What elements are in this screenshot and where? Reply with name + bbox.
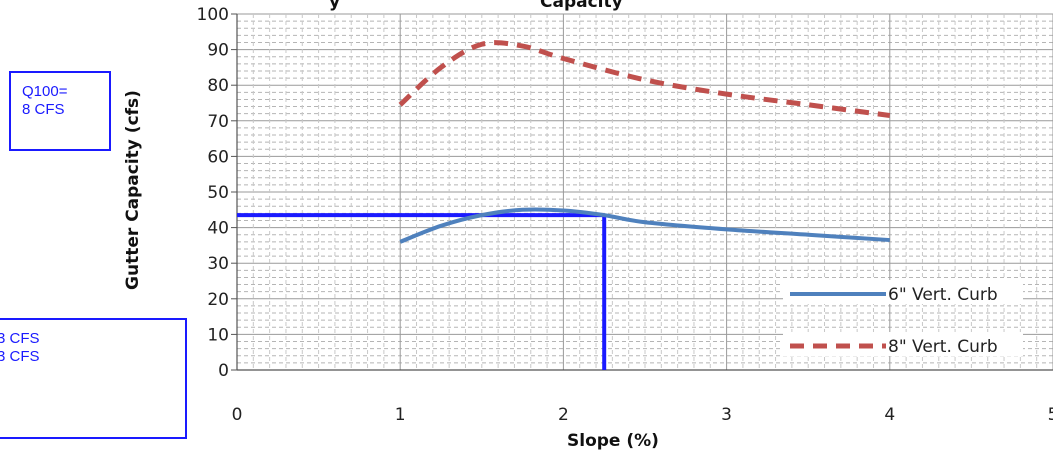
legend-label: 6" Vert. Curb <box>888 285 998 305</box>
chart-tick-labels: 0 10 20 30 40 50 60 70 80 90 100 0 1 2 3 4 5 <box>197 5 1053 425</box>
y-tick-label: 40 <box>207 219 229 239</box>
y-tick-label: 30 <box>207 254 229 274</box>
x-tick-label: 3 <box>721 405 732 425</box>
y-tick-label: 10 <box>207 325 229 345</box>
x-tick-label: 0 <box>232 405 243 425</box>
y-tick-label: 70 <box>207 112 229 132</box>
series-8in-vert-curb-line <box>398 40 891 118</box>
chart-grid <box>236 13 1053 371</box>
y-tick-label: 20 <box>207 290 229 310</box>
x-tick-label: 4 <box>884 405 895 425</box>
chart-subtitle: Capacity <box>540 0 623 12</box>
y-tick-label: 100 <box>197 5 229 25</box>
x-tick-label: 5 <box>1048 405 1053 425</box>
chart-axes <box>231 13 1053 371</box>
x-axis-label: Slope (%) <box>567 431 659 450</box>
y-tick-label: 90 <box>207 41 229 61</box>
q100-label: Q100= <box>22 83 68 100</box>
y-tick-label: 0 <box>218 361 229 381</box>
series-6in-vert-curb-line <box>399 207 890 244</box>
chart-legend: 6" Vert. Curb 8" Vert. Curb <box>783 280 1023 357</box>
y-tick-label: 50 <box>207 183 229 203</box>
x-tick-label: 2 <box>558 405 569 425</box>
legend-label: 8" Vert. Curb <box>888 337 998 357</box>
annotation-lines <box>237 213 607 370</box>
y-tick-label: 80 <box>207 76 229 96</box>
y-axis-label: Gutter Capacity (cfs) <box>123 90 143 290</box>
y-tick-label: 60 <box>207 147 229 167</box>
flow-line-2: 3 CFS <box>0 348 40 365</box>
chart-title: y <box>329 0 340 12</box>
q100-value: 8 CFS <box>22 101 65 118</box>
flow-annotation-box: 3 CFS 3 CFS <box>0 318 187 439</box>
chart-series <box>398 40 891 244</box>
flow-line-1: 3 CFS <box>0 330 40 347</box>
x-tick-label: 1 <box>395 405 406 425</box>
q100-annotation-box: Q100= 8 CFS <box>9 71 111 151</box>
